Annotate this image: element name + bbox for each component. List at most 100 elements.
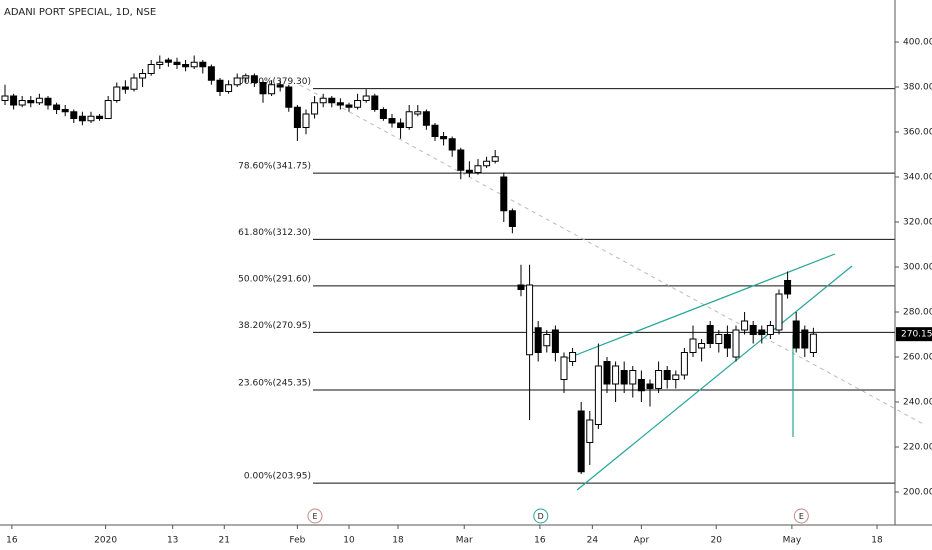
fib-label: 78.60%(341.75) [238,162,311,172]
candle-body [517,284,525,290]
candle-body [775,293,783,331]
candle-body [465,169,473,174]
candle-body [646,383,654,389]
candle-body [663,369,671,380]
candle-body [156,61,164,66]
candle-body [285,86,293,108]
candle-body [569,351,577,362]
candle-body [139,73,147,79]
candle-body [397,122,405,129]
candle-body [603,360,611,385]
candle-body [78,115,86,122]
candle-body [784,279,792,295]
event-label: D [538,512,544,521]
candle-body [594,365,602,425]
candle-body [672,374,680,380]
candle-body [27,100,35,104]
y-tick-label: 280.00 [903,307,932,317]
y-tick-label: 340.00 [903,173,932,183]
candle-body [732,329,740,358]
candle-body [190,61,198,68]
candle-body [491,156,499,162]
candle-body [268,84,276,95]
candle-body [379,109,387,120]
y-tick-label: 360.00 [903,128,932,138]
candle-body [336,102,344,106]
candle-body [422,111,430,126]
candle-body [311,102,319,115]
candle-body [35,97,43,104]
candle-body [440,136,448,140]
candle-body [259,82,267,95]
fib-label: 38.20%(270.95) [238,321,311,331]
fib-label: 0.00%(203.95) [244,472,311,482]
candle-body [18,100,26,106]
candle-body [431,124,439,138]
x-tick-label: 2020 [94,536,117,546]
x-tick-label: 18 [871,536,883,546]
fib-label: 61.80%(312.30) [238,228,311,238]
candle-body [508,210,516,228]
candle-body [164,59,172,63]
candle-body [758,329,766,335]
candle-body [586,419,594,443]
candle-body [354,100,362,108]
event-label: E [799,512,804,521]
candle-body [534,327,542,353]
candle-body [801,329,809,349]
event-marker [533,508,549,524]
candle-body [680,351,688,376]
candle-body [388,118,396,124]
event-marker [307,508,323,524]
x-tick-label: 21 [219,536,230,546]
candle-body [612,365,620,385]
x-tick-label: Mar [456,536,473,546]
x-tick-label: 24 [587,536,599,546]
candle-body [130,77,138,90]
event-label: E [312,512,317,521]
candle-body [233,77,241,86]
candle-body [698,342,706,349]
candle-body [577,410,585,473]
candle-body [216,79,224,93]
candle-body [457,149,465,171]
y-tick-label: 300.00 [903,262,932,272]
candle-body [620,369,628,385]
candle-body [560,356,568,380]
candle-body [44,97,52,106]
candle-body [741,320,749,331]
candle-body [500,176,508,212]
x-tick-label: Feb [289,536,305,546]
fib-label: 23.60%(245.35) [238,378,311,388]
candle-body [199,61,207,68]
candle-body [53,104,61,111]
candle-body [319,97,327,104]
candle-body [242,75,250,79]
event-marker [793,508,809,524]
y-tick-label: 220.00 [903,442,932,452]
y-tick-label: 200.00 [903,487,932,497]
candle-body [706,324,714,344]
x-tick-label: 18 [392,536,404,546]
candle-body [749,324,757,335]
chart-title: ADANI PORT SPECIAL, 1D, NSE [4,7,156,18]
x-tick-label: Apr [634,536,650,546]
candle-body [121,86,129,90]
candle-body [371,95,379,111]
candle-body [448,138,456,151]
last-price-box [896,327,932,342]
x-tick-label: 20 [710,536,722,546]
candle-body [173,61,181,66]
candle-body [809,333,817,353]
upper-trendline [562,253,836,361]
candle-body [328,97,336,104]
candle-body [225,84,233,93]
candle-body [87,115,95,122]
candle-body [104,100,112,120]
candle-body [293,106,301,129]
y-tick-label: 400.00 [903,38,932,48]
y-tick-label: 240.00 [903,397,932,407]
candle-body [689,338,697,353]
candle-body [96,115,104,120]
lower-trendline [576,265,853,491]
